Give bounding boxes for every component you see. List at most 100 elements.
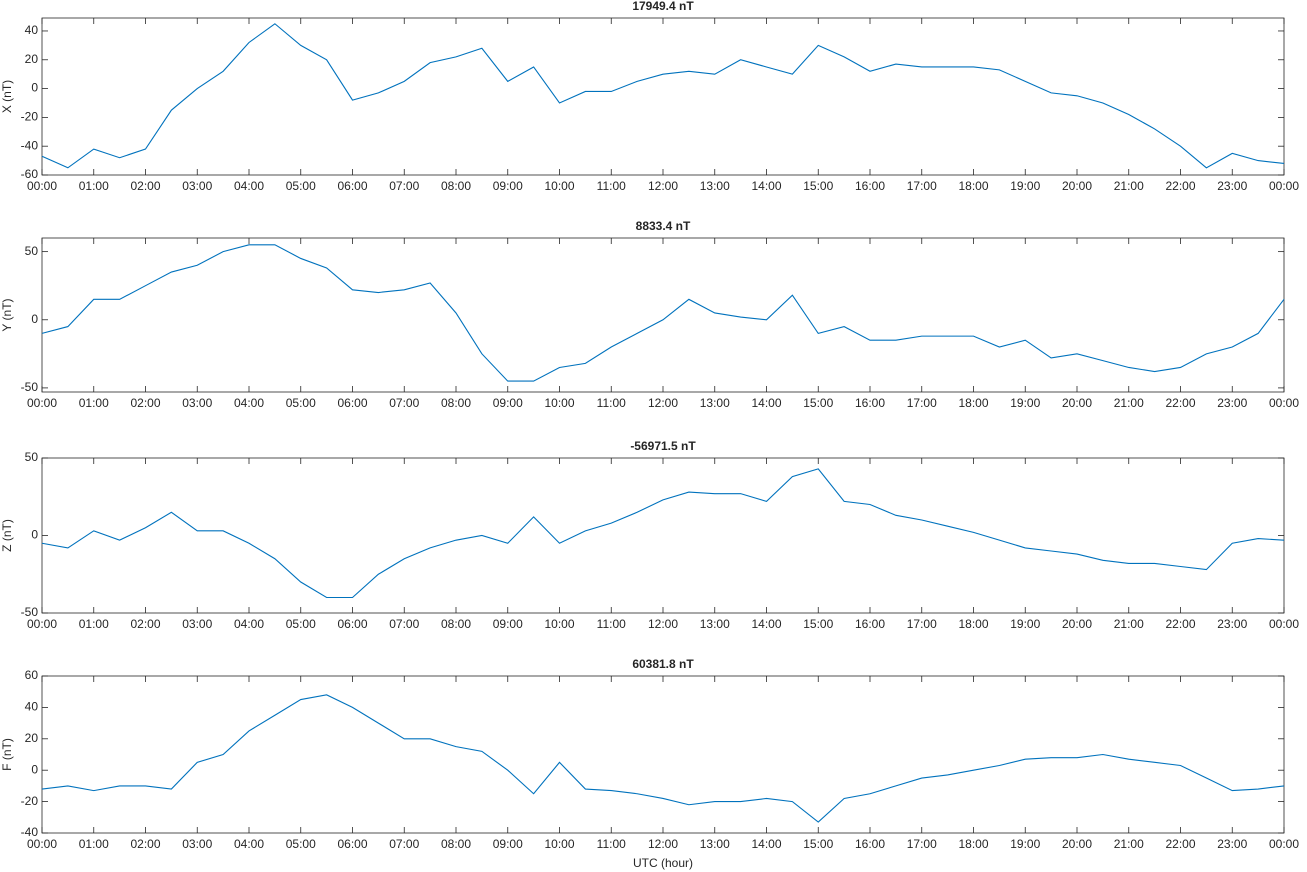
x-tick-label: 19:00 [1010,396,1040,410]
chart-title: -56971.5 nT [630,439,696,453]
x-tick-label: 06:00 [337,396,367,410]
y-tick-label: -50 [21,380,39,394]
x-tick-label: 18:00 [958,396,988,410]
x-tick-label: 18:00 [958,179,988,193]
x-tick-label: 02:00 [130,396,160,410]
x-tick-label: 00:00 [27,396,57,410]
data-line [41,23,1285,169]
x-tick-label: 07:00 [389,396,419,410]
y-tick-label: 50 [25,450,39,464]
x-tick-label: 12:00 [648,837,678,851]
x-tick-label: 03:00 [182,179,212,193]
y-tick-label: 0 [31,762,38,776]
chart-title: 60381.8 nT [632,657,694,671]
x-tick-label: 11:00 [597,179,626,193]
x-tick-label: 00:00 [1269,179,1299,193]
y-axis-label: X (nT) [0,80,14,113]
x-tick-label: 12:00 [648,617,678,631]
x-tick-label: 01:00 [79,179,109,193]
x-tick-label: 03:00 [182,396,212,410]
x-tick-label: 02:00 [130,617,160,631]
x-tick-label: 04:00 [234,837,264,851]
y-tick-label: -20 [21,794,39,808]
x-tick-label: 18:00 [958,617,988,631]
x-tick-label: 14:00 [751,179,781,193]
x-tick-label: 09:00 [493,617,523,631]
x-tick-label: 05:00 [286,179,316,193]
x-tick-label: 23:00 [1217,396,1247,410]
x-tick-label: 09:00 [493,179,523,193]
y-axis-label: F (nT) [0,738,14,771]
x-tick-label: 08:00 [441,617,471,631]
data-line [41,244,1285,382]
axes-box [41,237,1285,393]
x-tick-label: 05:00 [286,617,316,631]
x-tick-label: 17:00 [907,617,937,631]
y-tick-label: 40 [25,23,39,37]
x-tick-label: 18:00 [958,837,988,851]
y-tick-label: -40 [21,138,39,152]
x-tick-label: 11:00 [597,617,626,631]
axes-box [41,17,1285,176]
x-tick-label: 06:00 [337,617,367,631]
x-tick-label: 03:00 [182,617,212,631]
y-tick-label: -50 [21,605,39,619]
y-tick-label: 20 [25,731,39,745]
x-tick-label: 09:00 [493,837,523,851]
x-tick-label: 08:00 [441,396,471,410]
x-tick-label: 22:00 [1165,396,1195,410]
x-tick-label: 15:00 [803,837,833,851]
x-tick-label: 16:00 [855,179,885,193]
x-tick-label: 01:00 [79,396,109,410]
x-tick-label: 04:00 [234,179,264,193]
axes-box [41,675,1285,834]
x-tick-label: 10:00 [544,837,574,851]
x-tick-label: 07:00 [389,837,419,851]
x-tick-label: 19:00 [1010,837,1040,851]
x-tick-label: 00:00 [27,179,57,193]
x-tick-label: 10:00 [544,396,574,410]
x-tick-label: 02:00 [130,837,160,851]
x-tick-label: 20:00 [1062,617,1092,631]
x-tick-label: 23:00 [1217,179,1247,193]
x-tick-label: 23:00 [1217,837,1247,851]
x-tick-label: 00:00 [27,837,57,851]
chart-title: 17949.4 nT [632,0,694,13]
x-tick-label: 00:00 [1269,837,1299,851]
y-tick-label: -40 [21,825,39,839]
x-tick-label: 00:00 [1269,396,1299,410]
axes-box [41,457,1285,614]
y-tick-label: -60 [21,167,39,181]
x-tick-label: 16:00 [855,837,885,851]
x-tick-label: 08:00 [441,837,471,851]
x-tick-label: 20:00 [1062,837,1092,851]
x-tick-label: 21:00 [1114,617,1144,631]
x-tick-label: 20:00 [1062,396,1092,410]
x-tick-label: 22:00 [1165,837,1195,851]
y-tick-label: 0 [31,312,38,326]
x-tick-label: 08:00 [441,179,471,193]
x-tick-label: 22:00 [1165,179,1195,193]
x-tick-label: 03:00 [182,837,212,851]
x-tick-label: 16:00 [855,396,885,410]
x-tick-label: 02:00 [130,179,160,193]
y-tick-label: 40 [25,700,39,714]
x-tick-label: 06:00 [337,837,367,851]
x-tick-label: 09:00 [493,396,523,410]
x-tick-label: 21:00 [1114,396,1144,410]
x-tick-label: 04:00 [234,617,264,631]
x-tick-label: 23:00 [1217,617,1247,631]
data-line [41,468,1285,599]
data-line [41,694,1285,823]
y-axis-label: Z (nT) [0,519,14,552]
y-tick-label: -20 [21,110,39,124]
x-tick-label: 05:00 [286,837,316,851]
x-tick-label: 01:00 [79,617,109,631]
x-tick-label: 07:00 [389,179,419,193]
x-tick-label: 19:00 [1010,617,1040,631]
x-tick-label: 13:00 [700,179,730,193]
x-tick-label: 05:00 [286,396,316,410]
x-tick-label: 21:00 [1114,837,1144,851]
y-tick-label: 20 [25,52,39,66]
